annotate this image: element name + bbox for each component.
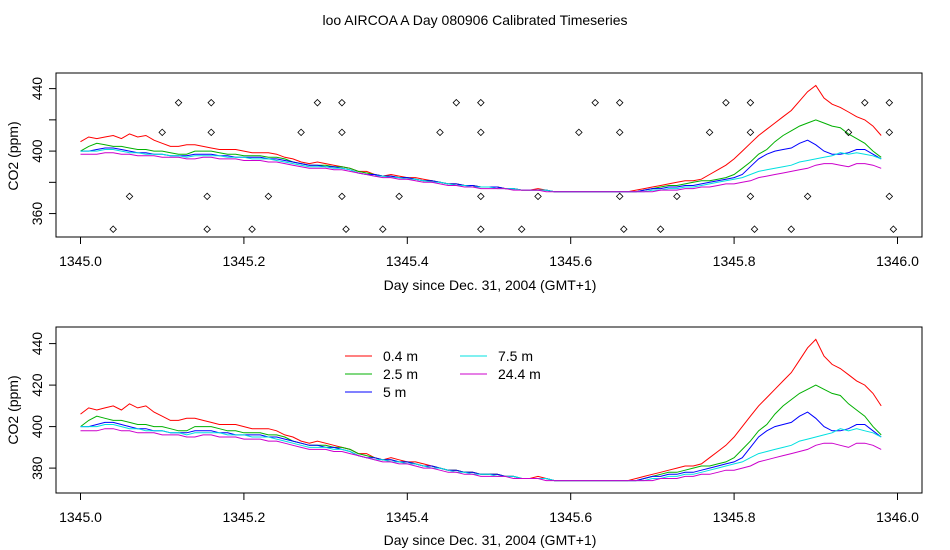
diamond-marker [615,128,624,137]
diamond-marker [620,225,628,233]
top-x-tick-label: 1345.0 [59,253,102,269]
diamond-marker [395,192,403,201]
top-panel: 1345.0 1345.2 1345.4 1345.6 1345.8 1346.0 360… [5,72,923,293]
bottom-x-tick-label: 1345.6 [549,509,592,525]
bottom-panel: 1345.0 1345.2 1345.4 1345.6 1345.8 1346.0 380… [5,326,923,548]
diamond-marker [517,225,526,233]
bottom-x-tick-label: 1345.0 [59,509,102,525]
figure-title: loo AIRCOA A Day 080906 Calibrated Times… [322,12,627,28]
top-x-tick-label: 1346.0 [876,253,919,269]
top-plot-frame [55,72,923,238]
bottom-x-axis: 1345.0 1345.2 1345.4 1345.6 1345.8 1346.0 [59,493,919,525]
diamond-marker [885,98,894,107]
diamond-marker [125,192,134,201]
bottom-series-5-m-line [80,411,882,482]
top-x-tick-label: 1345.8 [713,253,756,269]
diamond-marker [844,128,853,137]
diamond-marker [656,225,665,233]
bottom-y-axis-label: CO2 (ppm) [5,375,21,444]
legend-label: 7.5 m [498,348,533,364]
diamond-marker [338,98,346,107]
diamond-marker [803,192,812,201]
diamond-marker [885,192,894,201]
diamond-marker [297,128,305,137]
diamond-marker [477,128,485,137]
top-y-tick-label: 440 [29,77,45,101]
diamond-marker [787,225,796,233]
diamond-marker [248,225,256,233]
diamond-marker [338,192,346,201]
diamond-marker [591,98,599,107]
top-y-axis: 360 400 440 [29,77,56,226]
diamond-marker [889,225,898,233]
diamond-marker [207,98,215,107]
diamond-marker [722,98,730,107]
diamond-marker [477,98,485,107]
bottom-y-tick-label: 420 [29,373,45,397]
top-x-tick-label: 1345.6 [549,253,592,269]
top-markers [109,98,898,233]
bottom-y-tick-label: 380 [29,456,45,480]
diamond-marker [203,192,211,201]
diamond-marker [705,128,714,137]
bottom-x-tick-label: 1345.4 [386,509,429,525]
diamond-marker [534,192,542,201]
top-series-24-4-m-line [80,152,882,193]
top-x-axis-label: Day since Dec. 31, 2004 (GMT+1) [384,277,597,293]
bottom-y-tick-label: 400 [29,415,45,439]
top-y-tick-label: 360 [29,202,45,226]
bottom-x-axis-label: Day since Dec. 31, 2004 (GMT+1) [384,532,597,548]
legend: 0.4 m 2.5 m 5 m 7.5 m 24.4 m [345,348,541,400]
top-x-tick-label: 1345.2 [222,253,265,269]
diamond-marker [746,128,755,137]
top-series-7-5-m-line [80,149,882,193]
diamond-marker [452,98,461,107]
diamond-marker [342,225,350,233]
diamond-marker [750,225,759,233]
bottom-x-tick-label: 1346.0 [876,509,919,525]
top-series-0-4-m-line [80,84,882,193]
diamond-marker [861,98,869,107]
diamond-marker [203,225,211,233]
diamond-marker [477,192,485,201]
bottom-series-7-5-m-line [80,424,882,482]
top-x-axis: 1345.0 1345.2 1345.4 1345.6 1345.8 1346.0 [59,237,919,269]
diamond-marker [436,128,444,137]
bottom-series-24-4-m-line [80,428,882,482]
diamond-marker [615,192,624,201]
diamond-marker [673,192,681,201]
legend-label: 0.4 m [383,348,418,364]
bottom-series-0-4-m-line [80,338,882,482]
diamond-marker [174,98,183,107]
diamond-marker [477,225,485,233]
top-series-5-m-line [80,139,882,193]
bottom-y-tick-label: 440 [29,332,45,356]
bottom-series-lines [80,338,882,482]
diamond-marker [338,128,346,137]
diamond-marker [575,128,583,137]
bottom-x-tick-label: 1345.8 [713,509,756,525]
diamond-marker [746,192,755,201]
top-y-tick-label: 400 [29,139,45,163]
bottom-plot-frame [55,326,923,494]
legend-label: 2.5 m [383,366,418,382]
top-x-tick-label: 1345.4 [386,253,429,269]
legend-label: 24.4 m [498,366,541,382]
top-series-lines [80,84,882,193]
diamond-marker [207,128,215,137]
diamond-marker [264,192,273,201]
legend-label: 5 m [383,384,406,400]
diamond-marker [885,128,894,137]
diamond-marker [313,98,322,107]
top-y-axis-label: CO2 (ppm) [5,121,21,190]
bottom-y-axis: 380 400 420 440 [29,332,56,480]
diamond-marker [746,98,755,107]
diamond-marker [615,98,624,107]
bottom-x-tick-label: 1345.2 [222,509,265,525]
diamond-marker [379,225,387,233]
diamond-marker [158,128,166,137]
diamond-marker [109,225,117,233]
